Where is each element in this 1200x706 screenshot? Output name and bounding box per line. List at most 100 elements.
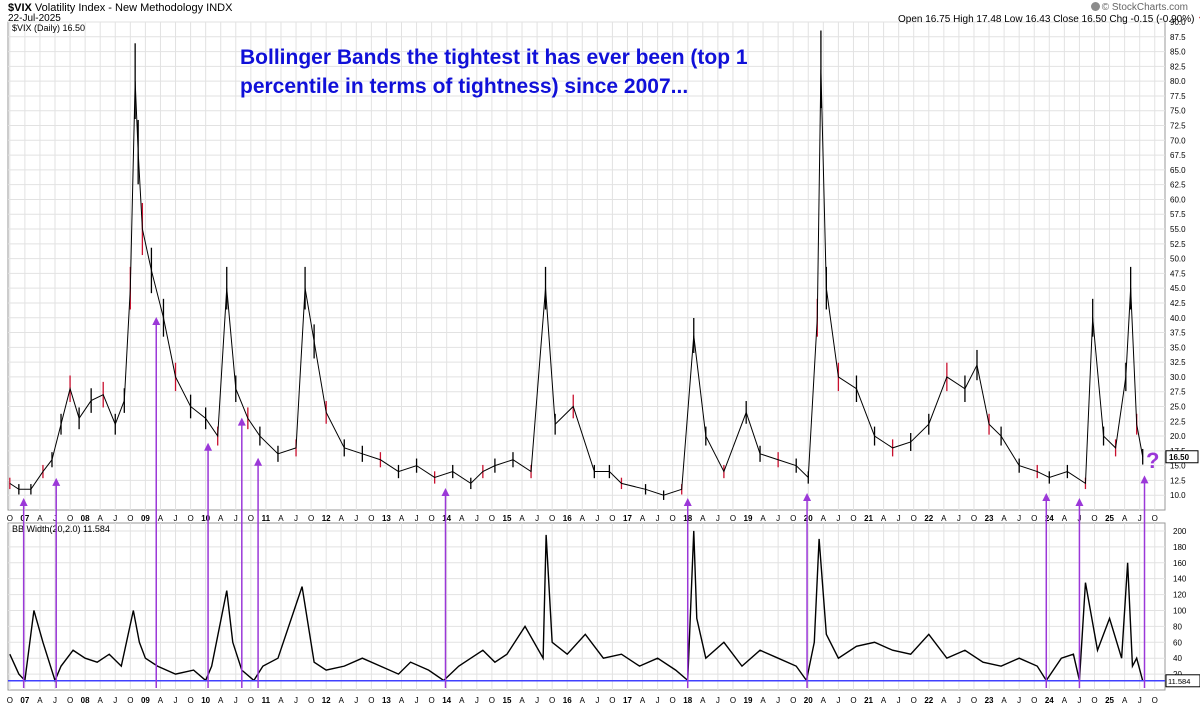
indicator-x-tick-label: 16 [563, 696, 572, 705]
price-x-tick-label: J [354, 514, 358, 523]
symbol-name: Volatility Index - New Methodology [34, 2, 204, 14]
price-y-tick-label: 85.0 [1170, 48, 1186, 57]
price-y-tick-label: 55.0 [1170, 225, 1186, 234]
indicator-x-tick-label: O [368, 696, 374, 705]
indicator-x-tick-label: O [127, 696, 133, 705]
price-x-tick-label: 24 [1045, 514, 1054, 523]
indicator-y-tick-label: 140 [1173, 575, 1187, 584]
indicator-x-tick-label: O [670, 696, 676, 705]
price-x-tick-label: O [670, 514, 676, 523]
indicator-x-tick-label: O [730, 696, 736, 705]
price-x-tick-label: A [1122, 514, 1128, 523]
price-x-tick-label: O [127, 514, 133, 523]
price-legend: $VIX (Daily) 16.50 [12, 23, 85, 33]
price-x-tick-label: 09 [141, 514, 150, 523]
price-y-tick-label: 45.0 [1170, 284, 1186, 293]
purple-arrow-head-icon [152, 317, 161, 326]
indicator-x-tick-label: O [609, 696, 615, 705]
price-y-tick-label: 67.5 [1170, 151, 1186, 160]
price-x-tick-label: 10 [201, 514, 210, 523]
price-x-tick-label: A [339, 514, 345, 523]
indicator-x-tick-label: 17 [623, 696, 632, 705]
price-x-tick-label: J [535, 514, 539, 523]
indicator-y-tick-label: 200 [1173, 527, 1187, 536]
indicator-x-tick-label: O [308, 696, 314, 705]
indicator-x-tick-label: 22 [924, 696, 933, 705]
price-x-tick-label: O [1091, 514, 1097, 523]
price-y-tick-label: 42.5 [1170, 299, 1186, 308]
indicator-y-tick-label: 180 [1173, 543, 1187, 552]
indicator-x-tick-label: J [656, 696, 660, 705]
indicator-x-tick-label: A [760, 696, 766, 705]
price-panel [7, 21, 1166, 511]
purple-arrow-head-icon [683, 498, 692, 506]
indicator-x-tick-label: J [836, 696, 840, 705]
price-y-tick-label: 15.0 [1170, 462, 1186, 471]
price-y-tick-label: 60.0 [1170, 195, 1186, 204]
indicator-x-tick-label: J [957, 696, 961, 705]
indicator-x-tick-label: 21 [864, 696, 873, 705]
price-y-tick-label: 72.5 [1170, 122, 1186, 131]
price-y-tick-label: 37.5 [1170, 329, 1186, 338]
indicator-x-tick-label: A [158, 696, 164, 705]
price-y-tick-label: 40.0 [1170, 314, 1186, 323]
indicator-x-tick-label: O [790, 696, 796, 705]
price-y-tick-label: 77.5 [1170, 92, 1186, 101]
price-x-tick-label: J [1138, 514, 1142, 523]
stockcharts-logo-icon [1090, 2, 1100, 11]
indicator-x-tick-label: A [700, 696, 706, 705]
price-x-tick-label: O [609, 514, 615, 523]
price-x-tick-label: A [278, 514, 284, 523]
indicator-x-tick-label: A [278, 696, 284, 705]
indicator-x-tick-label: 25 [1105, 696, 1114, 705]
purple-arrow-head-icon [441, 487, 450, 496]
price-x-tick-label: A [760, 514, 766, 523]
price-y-tick-label: 47.5 [1170, 269, 1186, 278]
indicator-y-tick-label: 40 [1173, 654, 1182, 663]
indicator-x-tick-label: 14 [442, 696, 451, 705]
price-x-tick-label: 22 [924, 514, 933, 523]
brand-logo: © StockCharts.com [1090, 2, 1188, 14]
price-x-tick-label: J [475, 514, 479, 523]
price-x-tick-label: A [1001, 514, 1007, 523]
open-value: 16.75 [925, 14, 951, 25]
price-x-tick-label: J [776, 514, 780, 523]
price-x-tick-label: 19 [744, 514, 753, 523]
indicator-x-tick-label: A [519, 696, 525, 705]
price-x-tick-label: 12 [322, 514, 331, 523]
indicator-panel [7, 522, 1166, 691]
indicator-legend: BB Width(20,2.0) 11.584 [12, 524, 110, 534]
price-x-tick-label: J [957, 514, 961, 523]
price-x-tick-label: J [656, 514, 660, 523]
indicator-x-tick-label: J [294, 696, 298, 705]
price-x-tick-label: A [1062, 514, 1068, 523]
price-x-tick-label: O [489, 514, 495, 523]
price-x-tick-label: 13 [382, 514, 391, 523]
bb-last-value-box [1165, 674, 1200, 688]
ohlc-readout: Open 16.75 High 17.48 Low 16.43 Close 16… [898, 13, 1200, 26]
indicator-y-tick-label: 100 [1173, 606, 1187, 615]
price-y-tick-label: 57.5 [1170, 210, 1186, 219]
indicator-x-tick-label: J [113, 696, 117, 705]
purple-arrow-head-icon [254, 457, 263, 466]
indicator-x-tick-label: O [1091, 696, 1097, 705]
indicator-x-tick-label: J [1077, 696, 1081, 705]
price-y-tick-label: 10.0 [1170, 491, 1186, 500]
chart-date: 22-Jul-2025 [8, 13, 61, 24]
price-x-tick-label: O [187, 514, 193, 523]
indicator-x-tick-label: A [399, 696, 405, 705]
indicator-x-tick-label: O [1152, 696, 1158, 705]
price-x-tick-label: A [218, 514, 224, 523]
price-x-tick-label: A [700, 514, 706, 523]
price-x-tick-label: 15 [503, 514, 512, 523]
price-y-tick-label: 35.0 [1170, 343, 1186, 352]
price-x-tick-label: J [836, 514, 840, 523]
indicator-x-tick-label: O [971, 696, 977, 705]
price-x-tick-label: O [1031, 514, 1037, 523]
price-x-tick-label: O [67, 514, 73, 523]
indicator-x-tick-label: J [475, 696, 479, 705]
price-x-tick-label: O [850, 514, 856, 523]
price-x-tick-label: A [459, 514, 465, 523]
indicator-x-tick-label: A [821, 696, 827, 705]
price-x-tick-label: A [37, 514, 43, 523]
